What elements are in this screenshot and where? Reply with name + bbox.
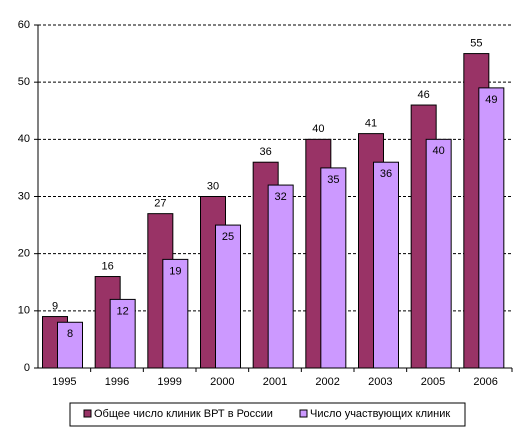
legend-box — [69, 402, 466, 427]
value-label: 32 — [275, 191, 287, 203]
value-label: 19 — [169, 265, 181, 277]
x-tick-label: 2000 — [210, 376, 234, 388]
value-label: 41 — [365, 118, 377, 130]
legend-swatch — [299, 409, 308, 418]
x-tick-label: 1995 — [52, 376, 76, 388]
x-tick-label: 2001 — [263, 376, 287, 388]
bar — [373, 161, 399, 369]
value-label: 35 — [327, 174, 339, 186]
x-tick-label: 1996 — [105, 376, 129, 388]
bar — [162, 258, 189, 369]
x-tick-label: 1999 — [157, 376, 181, 388]
value-label: 25 — [222, 231, 234, 243]
legend-label: Общее число клиник ВРТ в России — [94, 408, 273, 420]
bar — [109, 298, 136, 369]
x-tick-label: 2002 — [315, 376, 339, 388]
value-label: 30 — [207, 180, 219, 192]
value-label: 46 — [418, 89, 430, 101]
legend-swatch — [83, 409, 92, 418]
legend-label: Число участвующих клиник — [310, 408, 450, 420]
y-tick-label: 40 — [18, 133, 30, 145]
value-label: 36 — [380, 168, 392, 180]
value-label: 16 — [102, 260, 114, 272]
y-tick-label: 60 — [18, 19, 30, 31]
bar — [57, 321, 83, 369]
x-tick-label: 2006 — [473, 376, 497, 388]
value-label: 27 — [154, 198, 166, 210]
value-label: 12 — [117, 305, 129, 317]
bar — [478, 87, 505, 369]
value-label: 8 — [67, 328, 73, 340]
y-tick-label: 20 — [18, 248, 30, 260]
value-label: 40 — [433, 145, 445, 157]
bar — [320, 167, 347, 369]
y-tick-label: 50 — [18, 76, 30, 88]
y-tick-label: 0 — [24, 362, 30, 374]
bar — [267, 184, 294, 369]
value-label: 55 — [470, 37, 482, 49]
bar — [215, 224, 241, 369]
x-tick-label: 2005 — [421, 376, 445, 388]
value-label: 40 — [312, 123, 324, 135]
x-tick-label: 2003 — [368, 376, 392, 388]
bar — [425, 138, 452, 369]
y-tick-label: 30 — [18, 190, 30, 202]
value-label: 49 — [485, 94, 497, 106]
y-tick-label: 10 — [18, 305, 30, 317]
value-label: 36 — [260, 146, 272, 158]
value-label: 9 — [52, 300, 58, 312]
